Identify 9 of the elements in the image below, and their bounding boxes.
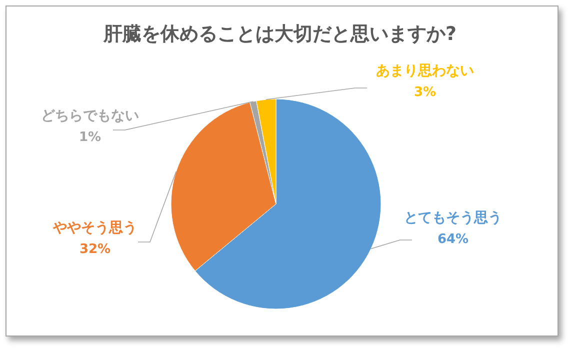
slice-label: どちらでもない — [41, 108, 139, 124]
data-label: 1% — [78, 130, 102, 145]
data-label: 64% — [437, 232, 469, 247]
data-label: 3% — [414, 85, 436, 100]
slice-label: あまり思わない — [376, 63, 474, 79]
slice-label: とてもそう思う — [404, 210, 502, 226]
chart-title: 肝臓を休めることは大切だと思いますか? — [102, 23, 457, 45]
data-label: 32% — [79, 242, 111, 257]
slice-label: ややそう思う — [52, 220, 137, 236]
